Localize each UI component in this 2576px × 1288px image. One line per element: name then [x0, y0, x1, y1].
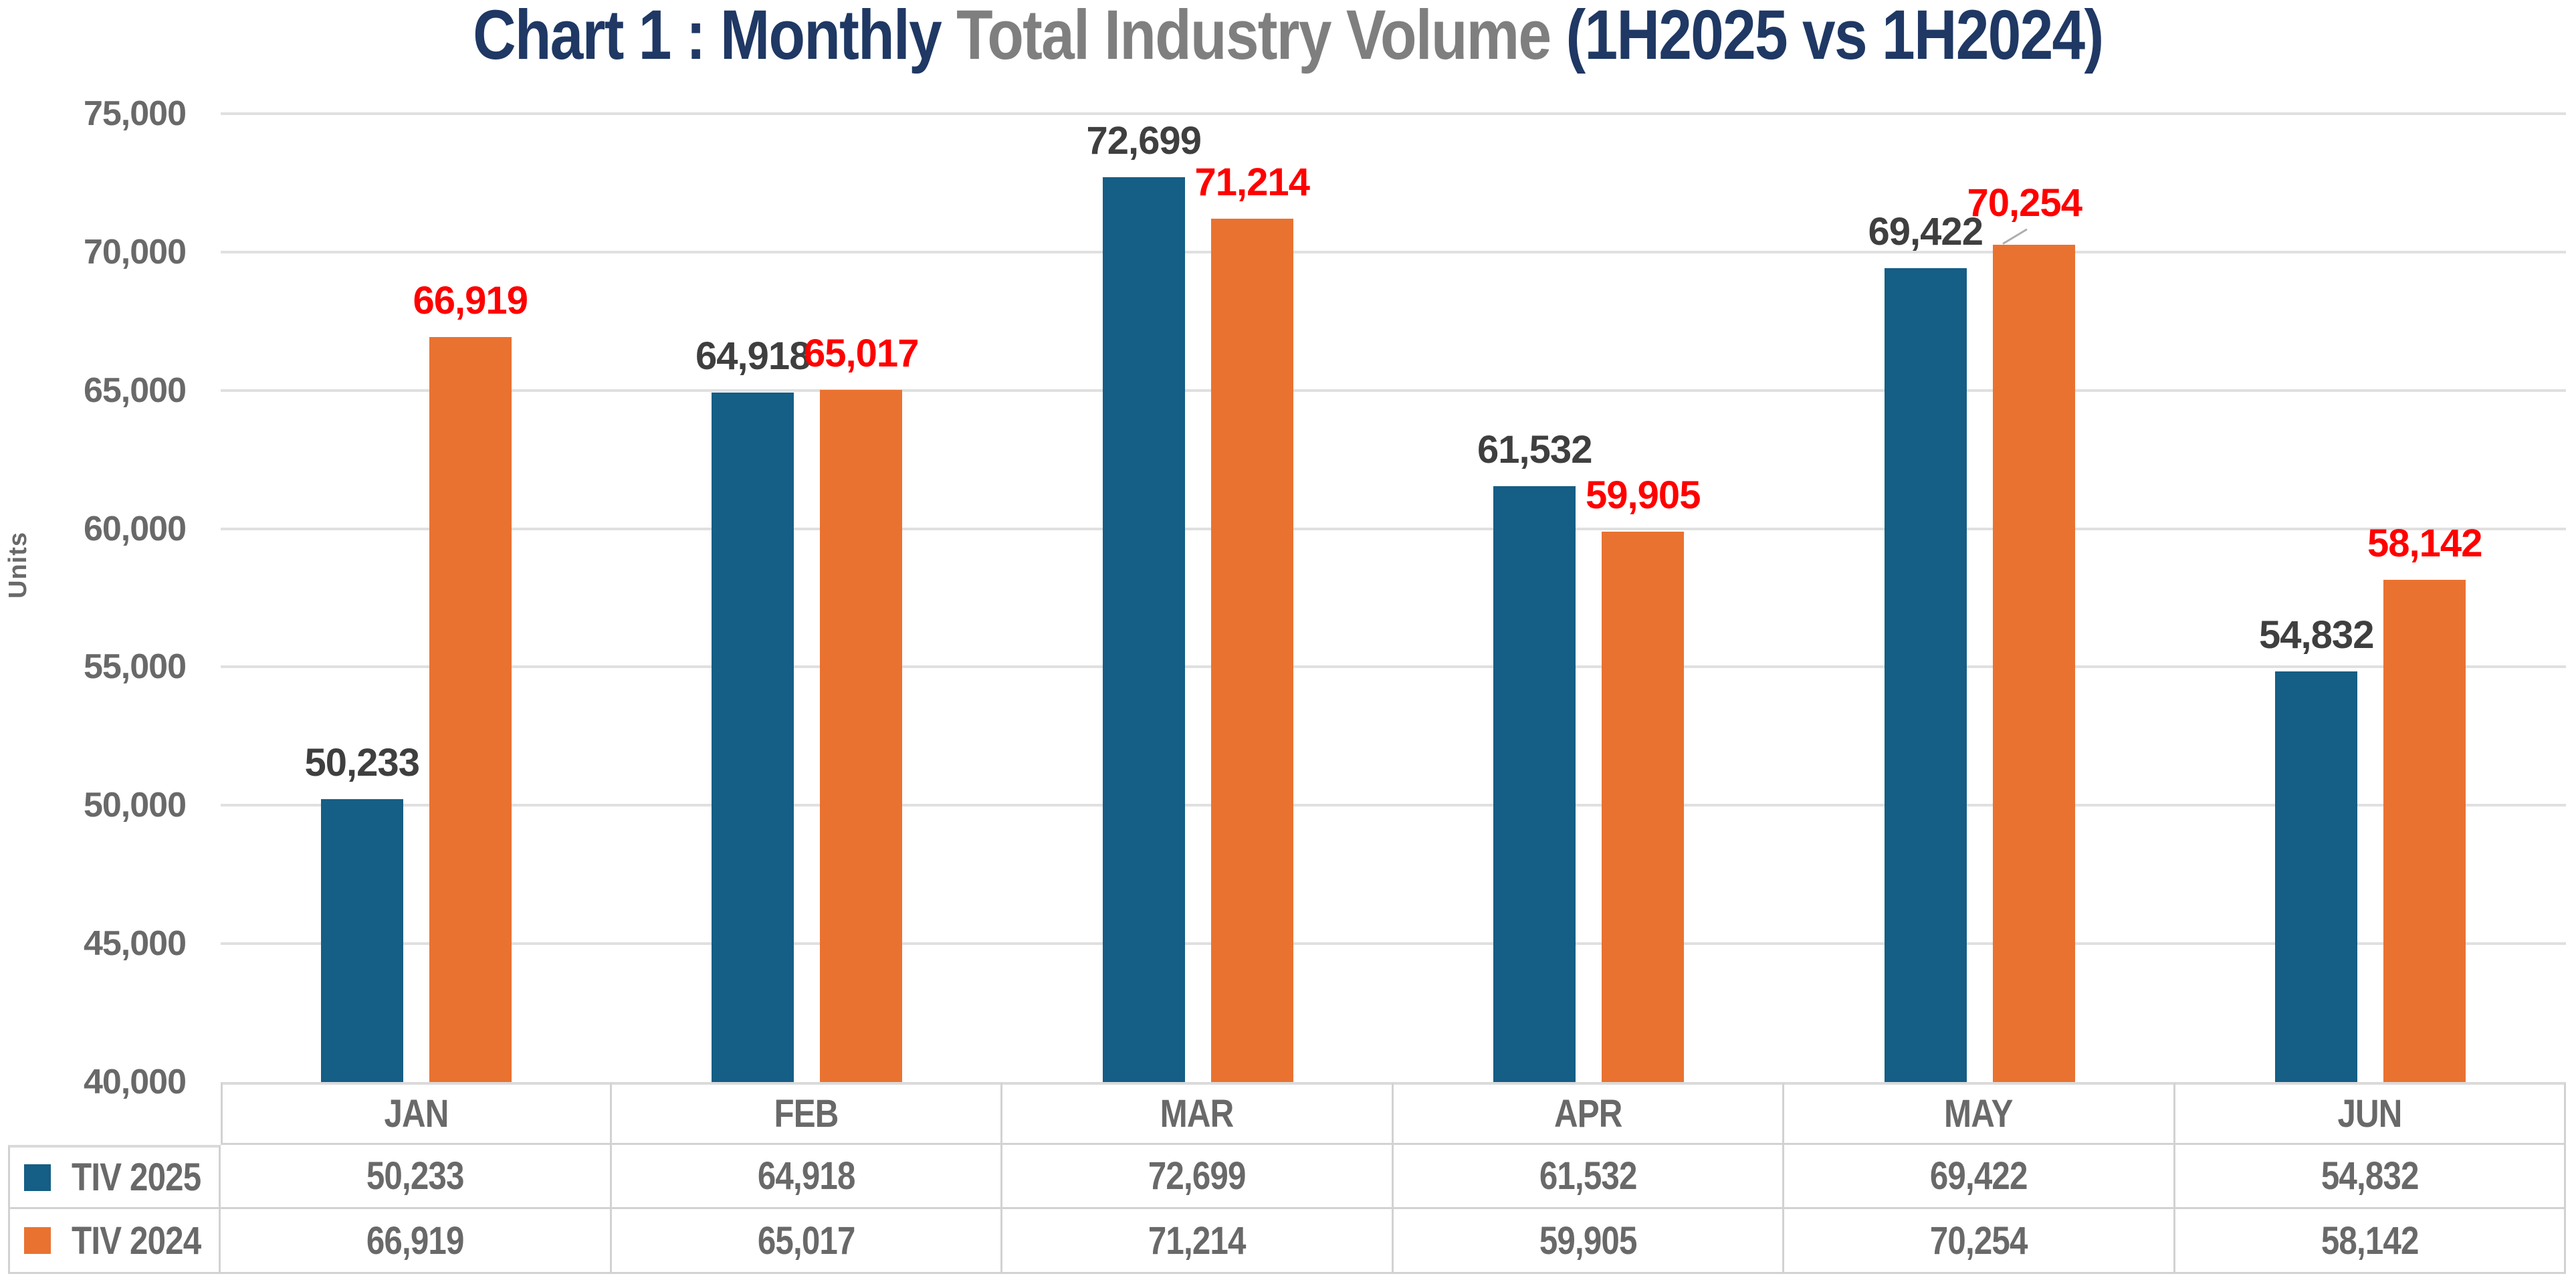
- bar-label-tiv-2025-mar: 72,699: [1086, 119, 1202, 163]
- month-header-jan: JAN: [221, 1082, 612, 1145]
- table-value-label: 70,254: [1929, 1218, 2028, 1263]
- month-header-label: JUN: [2337, 1092, 2402, 1136]
- y-axis-title: Units: [4, 532, 32, 599]
- table-value-tiv-2024-jan: 66,919: [221, 1209, 612, 1274]
- bar-label-tiv-2024-mar: 71,214: [1194, 160, 1310, 204]
- table-value-tiv-2025-mar: 72,699: [1002, 1145, 1394, 1209]
- bar-label-tiv-2024-jun: 58,142: [2367, 522, 2482, 566]
- bar-tiv-2024-may: [1992, 245, 2075, 1082]
- label-leader-line: [2002, 228, 2028, 245]
- chart-title: Chart 1 : Monthly Total Industry Volume …: [0, 0, 2576, 75]
- bar-tiv-2024-jan: [429, 337, 512, 1082]
- table-value-tiv-2024-mar: 71,214: [1002, 1209, 1394, 1274]
- bar-tiv-2024-apr: [1602, 531, 1685, 1082]
- table-value-tiv-2025-jan: 50,233: [221, 1145, 612, 1209]
- bar-tiv-2025-feb: [712, 393, 794, 1082]
- bar-label-tiv-2025-feb: 64,918: [695, 334, 811, 379]
- bar-tiv-2024-feb: [820, 390, 903, 1082]
- table-value-label: 58,142: [2321, 1218, 2419, 1263]
- bar-label-tiv-2025-jun: 54,832: [2259, 613, 2374, 657]
- table-value-tiv-2025-may: 69,422: [1784, 1145, 2175, 1209]
- table-value-label: 72,699: [1148, 1154, 1247, 1198]
- y-tick-label: 65,000: [83, 370, 187, 410]
- table-value-label: 61,532: [1539, 1154, 1637, 1198]
- legend-cell-tiv-2024: TIV 2024: [8, 1209, 221, 1274]
- table-value-tiv-2024-jun: 58,142: [2175, 1209, 2566, 1274]
- bar-tiv-2025-mar: [1102, 177, 1185, 1082]
- month-header-label: MAY: [1944, 1092, 2014, 1136]
- table-value-tiv-2024-may: 70,254: [1784, 1209, 2175, 1274]
- table-value-label: 59,905: [1539, 1218, 1637, 1263]
- chart-title-period: (1H2025 vs 1H2024): [1566, 0, 2105, 74]
- table-value-label: 64,918: [757, 1154, 855, 1198]
- y-tick-label: 75,000: [83, 94, 187, 133]
- legend-swatch-tiv-2024: [24, 1227, 51, 1254]
- bar-tiv-2025-may: [1884, 267, 1967, 1082]
- bar-tiv-2024-mar: [1210, 218, 1293, 1082]
- table-value-label: 54,832: [2321, 1154, 2419, 1198]
- y-tick-label: 50,000: [83, 786, 187, 825]
- bar-tiv-2025-jun: [2275, 671, 2358, 1082]
- y-tick-label: 45,000: [83, 924, 187, 964]
- data-table: JAN FEB MAR APR MAY JUN TIV 2025 50,233 64,918 72…: [8, 1082, 2566, 1274]
- gridline: [221, 665, 2566, 669]
- table-value-label: 66,919: [366, 1218, 465, 1263]
- table-value-label: 71,214: [1148, 1218, 1247, 1263]
- month-header-apr: APR: [1393, 1082, 1784, 1145]
- gridline: [221, 942, 2566, 946]
- y-tick-label: 55,000: [83, 647, 187, 687]
- table-value-tiv-2025-jun: 54,832: [2175, 1145, 2566, 1209]
- table-value-label: 65,017: [757, 1218, 855, 1263]
- gridline: [221, 527, 2566, 530]
- gridline: [221, 250, 2566, 253]
- month-header-label: APR: [1553, 1092, 1622, 1136]
- month-header-label: JAN: [384, 1092, 449, 1136]
- y-tick-label: 70,000: [83, 232, 187, 272]
- table-value-tiv-2025-feb: 64,918: [611, 1145, 1002, 1209]
- y-tick-label: 60,000: [83, 509, 187, 548]
- month-header-may: MAY: [1784, 1082, 2175, 1145]
- month-header-feb: FEB: [611, 1082, 1002, 1145]
- bar-tiv-2025-apr: [1493, 486, 1576, 1082]
- bar-label-tiv-2024-jan: 66,919: [413, 279, 528, 323]
- table-corner-blank: [8, 1082, 221, 1145]
- bar-label-tiv-2025-jan: 50,233: [304, 740, 420, 784]
- bar-label-tiv-2024-apr: 59,905: [1586, 473, 1701, 517]
- gridline: [221, 112, 2566, 115]
- bar-label-tiv-2024-feb: 65,017: [804, 332, 919, 375]
- bar-label-tiv-2025-apr: 61,532: [1477, 428, 1592, 472]
- legend-swatch-tiv-2025: [24, 1164, 51, 1191]
- gridline: [221, 804, 2566, 807]
- month-header-label: FEB: [774, 1092, 839, 1136]
- gridline: [221, 389, 2566, 392]
- table-value-tiv-2024-feb: 65,017: [611, 1209, 1002, 1274]
- bar-label-tiv-2024-may: 70,254: [1967, 181, 2082, 225]
- table-value-tiv-2024-apr: 59,905: [1393, 1209, 1784, 1274]
- y-tick-label: 40,000: [83, 1063, 187, 1101]
- month-header-jun: JUN: [2175, 1082, 2566, 1145]
- legend-label: TIV 2024: [72, 1218, 201, 1263]
- bar-tiv-2024-jun: [2383, 580, 2466, 1082]
- chart-title-subject: Total Industry Volume: [956, 0, 1566, 74]
- legend-cell-tiv-2025: TIV 2025: [8, 1145, 221, 1209]
- table-value-label: 69,422: [1929, 1154, 2028, 1198]
- chart-title-prefix: Chart 1 : Monthly: [473, 0, 957, 74]
- table-value-label: 50,233: [366, 1154, 465, 1198]
- month-header-label: MAR: [1160, 1092, 1235, 1136]
- table-value-tiv-2025-apr: 61,532: [1393, 1145, 1784, 1209]
- legend-label: TIV 2025: [72, 1156, 201, 1199]
- bar-tiv-2025-jan: [320, 798, 403, 1082]
- bar-label-tiv-2025-may: 69,422: [1868, 209, 1983, 253]
- month-header-mar: MAR: [1002, 1082, 1394, 1145]
